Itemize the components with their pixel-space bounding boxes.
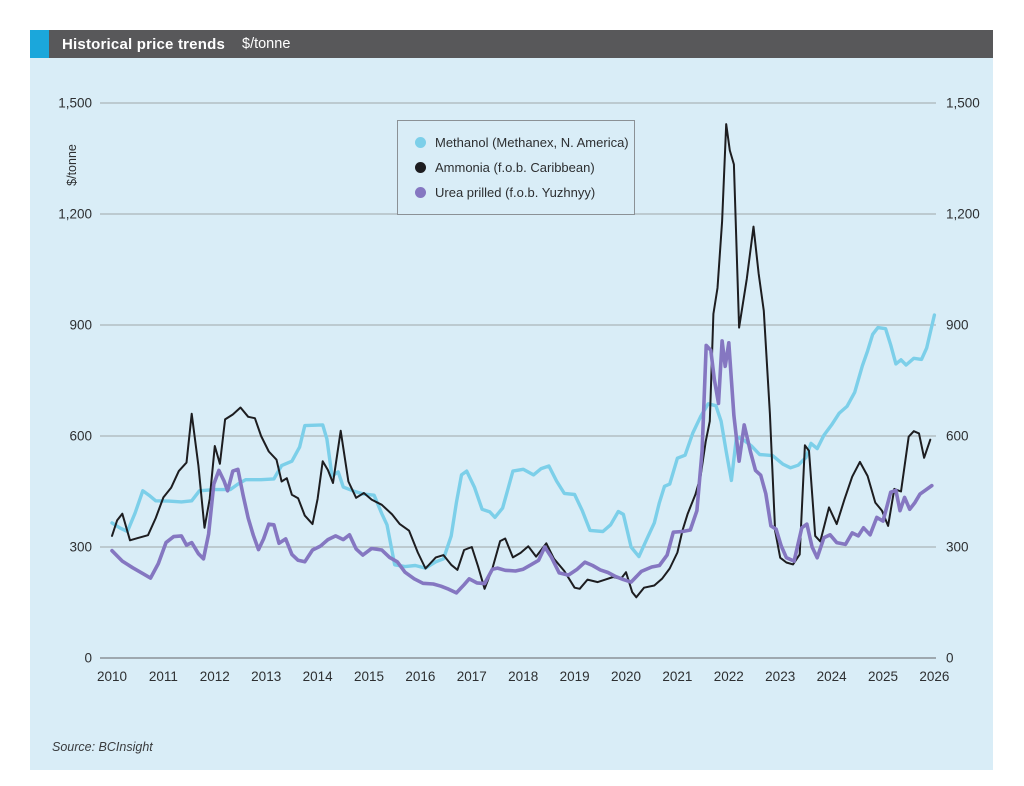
x-tick-label: 2024 — [817, 669, 848, 684]
urea-legend-dot-icon — [415, 187, 426, 198]
x-tick-label: 2010 — [97, 669, 127, 684]
y-axis-label: $/tonne — [65, 144, 79, 186]
x-tick-label: 2015 — [354, 669, 384, 684]
x-tick-label: 2022 — [714, 669, 744, 684]
y-tick-label-right: 1,200 — [946, 207, 980, 222]
y-tick-label-right: 1,500 — [946, 96, 980, 111]
chart-panel: 0 0 300 300 600 600 900 900 1,200 1,200 1,500 1,500… — [30, 30, 993, 770]
x-tick-label: 2016 — [405, 669, 435, 684]
y-tick-label-left: 300 — [69, 540, 92, 555]
x-tick-label: 2012 — [200, 669, 230, 684]
x-tick-label: 2026 — [919, 669, 949, 684]
chart-title: Historical price trends — [62, 35, 225, 53]
legend-item-urea: Urea prilled (f.o.b. Yuzhnyy) — [415, 180, 634, 205]
y-tick-label-right: 0 — [946, 651, 954, 666]
chart-header: Historical price trends $/tonne — [30, 30, 993, 58]
legend-item-methanol: Methanol (Methanex, N. America) — [415, 130, 634, 155]
chart-unit-label: $/tonne — [242, 36, 291, 52]
methanol-legend-dot-icon — [415, 137, 426, 148]
legend-label-methanol: Methanol (Methanex, N. America) — [435, 135, 629, 150]
legend-label-ammonia: Ammonia (f.o.b. Caribbean) — [435, 160, 595, 175]
y-tick-label-left: 1,500 — [58, 96, 92, 111]
ammonia-legend-dot-icon — [415, 162, 426, 173]
x-tick-label: 2017 — [457, 669, 487, 684]
x-tick-label: 2021 — [662, 669, 692, 684]
x-tick-label: 2014 — [303, 669, 334, 684]
source-note: Source: BCInsight — [52, 740, 153, 754]
series-line — [110, 339, 934, 595]
y-tick-label-left: 0 — [84, 651, 92, 666]
header-title-bar: Historical price trends $/tonne — [49, 30, 993, 58]
y-tick-label-right: 900 — [946, 318, 969, 333]
y-tick-label-left: 1,200 — [58, 207, 92, 222]
y-tick-label-left: 600 — [69, 429, 92, 444]
legend-item-ammonia: Ammonia (f.o.b. Caribbean) — [415, 155, 634, 180]
series-line — [110, 313, 937, 570]
x-tick-label: 2025 — [868, 669, 898, 684]
x-tick-label: 2023 — [765, 669, 795, 684]
chart-legend: Methanol (Methanex, N. America) Ammonia … — [397, 120, 635, 215]
price-chart: 0 0 300 300 600 600 900 900 1,200 1,200 1,500 1,500… — [30, 30, 993, 770]
x-tick-label: 2018 — [508, 669, 538, 684]
legend-label-urea: Urea prilled (f.o.b. Yuzhnyy) — [435, 185, 596, 200]
series-line — [111, 123, 932, 599]
y-tick-label-right: 600 — [946, 429, 969, 444]
price-chart-svg: 0 0 300 300 600 600 900 900 1,200 1,200 1,500 1,500… — [58, 96, 980, 685]
y-tick-label-left: 900 — [69, 318, 92, 333]
header-accent-square — [30, 30, 49, 58]
x-tick-label: 2019 — [560, 669, 590, 684]
x-tick-label: 2013 — [251, 669, 281, 684]
y-tick-label-right: 300 — [946, 540, 969, 555]
x-tick-label: 2020 — [611, 669, 641, 684]
x-tick-label: 2011 — [149, 669, 178, 684]
